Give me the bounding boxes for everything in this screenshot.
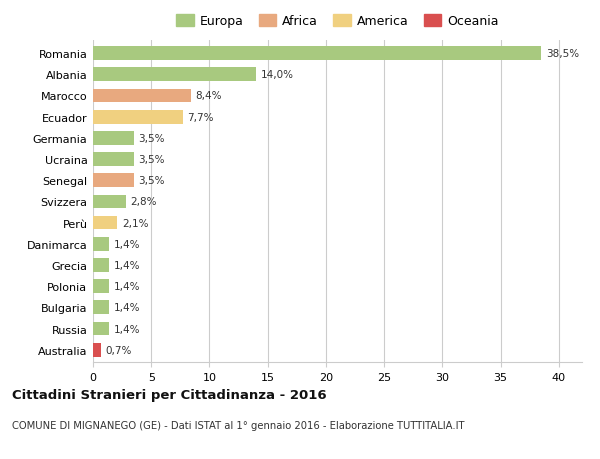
Bar bbox=[93, 195, 125, 209]
Bar bbox=[93, 216, 118, 230]
Bar bbox=[93, 322, 109, 336]
Legend: Europa, Africa, America, Oceania: Europa, Africa, America, Oceania bbox=[172, 11, 503, 32]
Bar bbox=[93, 301, 109, 314]
Text: 3,5%: 3,5% bbox=[139, 155, 165, 165]
Text: 1,4%: 1,4% bbox=[114, 302, 140, 313]
Text: 8,4%: 8,4% bbox=[196, 91, 222, 101]
Text: 1,4%: 1,4% bbox=[114, 239, 140, 249]
Text: 3,5%: 3,5% bbox=[139, 134, 165, 144]
Bar bbox=[93, 132, 134, 146]
Bar bbox=[93, 90, 191, 103]
Bar bbox=[93, 47, 541, 61]
Bar bbox=[93, 237, 109, 251]
Text: 1,4%: 1,4% bbox=[114, 260, 140, 270]
Bar bbox=[93, 343, 101, 357]
Text: 2,1%: 2,1% bbox=[122, 218, 149, 228]
Text: 1,4%: 1,4% bbox=[114, 324, 140, 334]
Text: 3,5%: 3,5% bbox=[139, 176, 165, 186]
Text: 0,7%: 0,7% bbox=[106, 345, 132, 355]
Text: Cittadini Stranieri per Cittadinanza - 2016: Cittadini Stranieri per Cittadinanza - 2… bbox=[12, 388, 326, 401]
Bar bbox=[93, 258, 109, 272]
Text: 2,8%: 2,8% bbox=[130, 197, 157, 207]
Text: COMUNE DI MIGNANEGO (GE) - Dati ISTAT al 1° gennaio 2016 - Elaborazione TUTTITAL: COMUNE DI MIGNANEGO (GE) - Dati ISTAT al… bbox=[12, 420, 464, 430]
Bar bbox=[93, 153, 134, 167]
Text: 7,7%: 7,7% bbox=[187, 112, 214, 123]
Text: 38,5%: 38,5% bbox=[546, 49, 579, 59]
Bar bbox=[93, 68, 256, 82]
Text: 1,4%: 1,4% bbox=[114, 281, 140, 291]
Bar bbox=[93, 174, 134, 188]
Bar bbox=[93, 111, 182, 124]
Bar bbox=[93, 280, 109, 293]
Text: 14,0%: 14,0% bbox=[260, 70, 293, 80]
